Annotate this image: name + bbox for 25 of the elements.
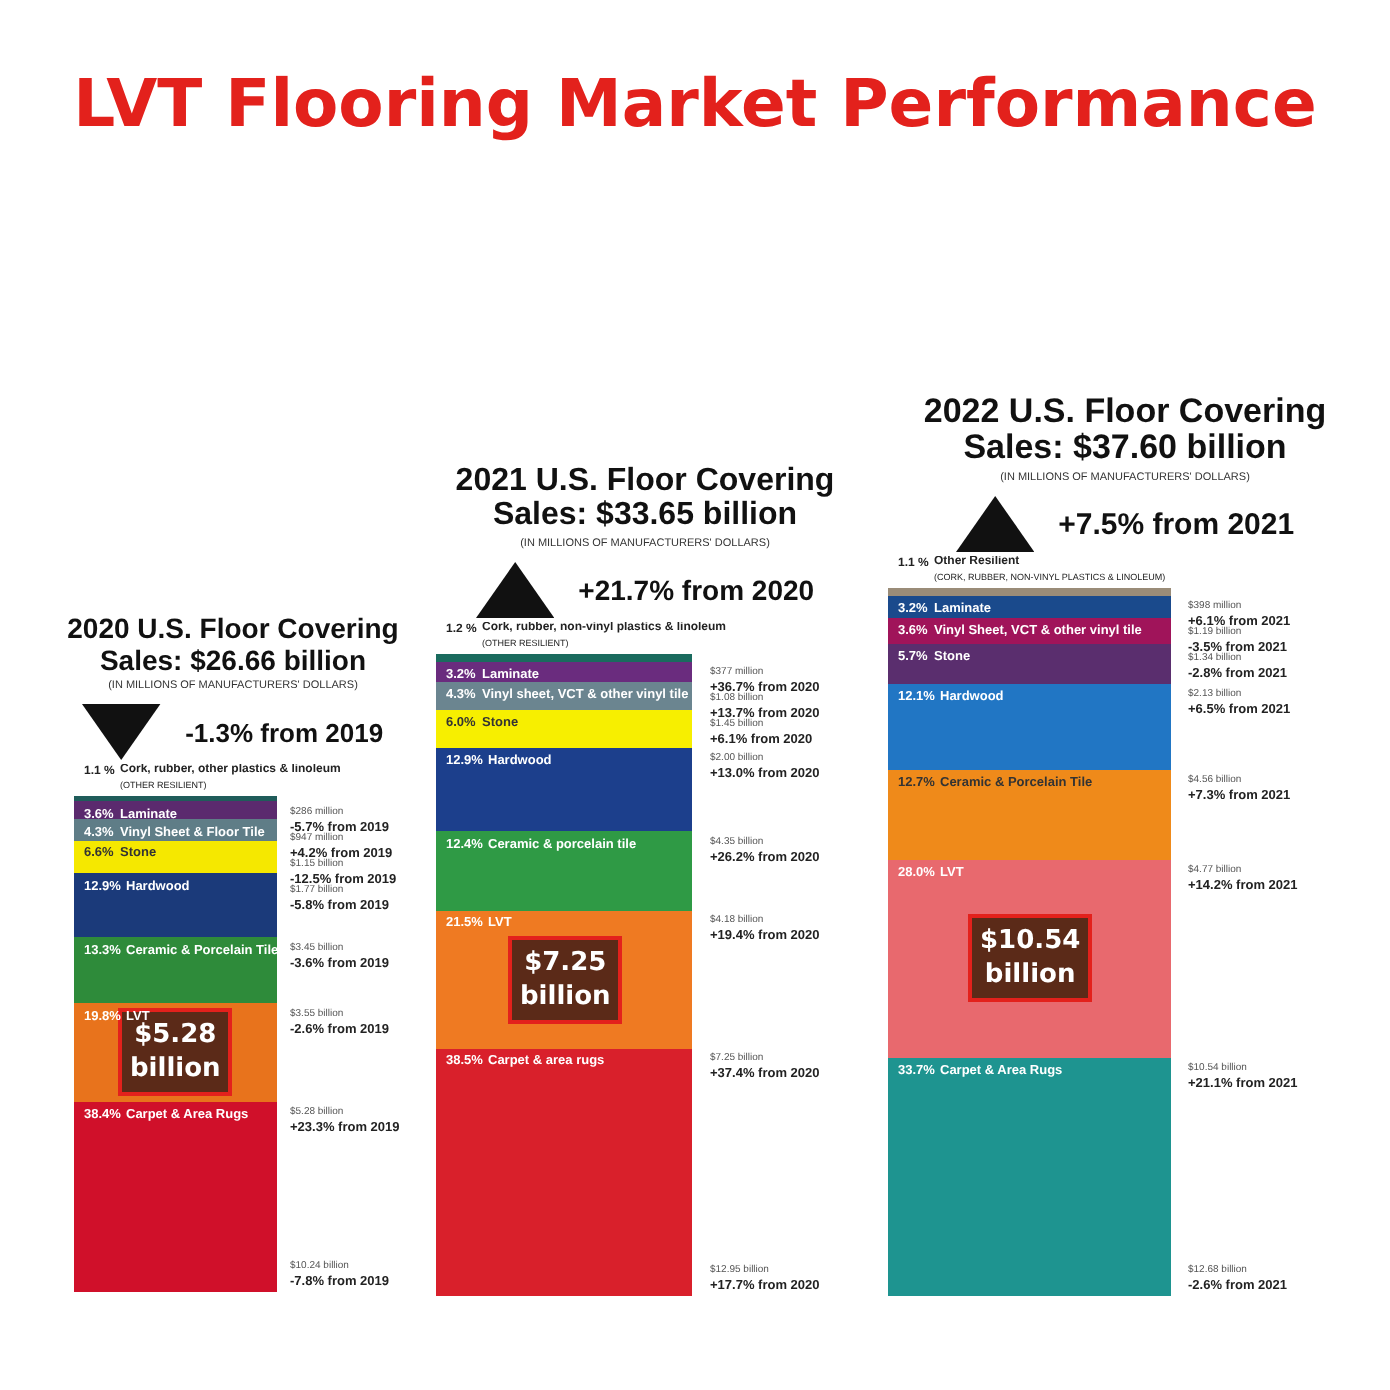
chart-title: 2020 U.S. Floor Covering Sales: $26.66 billion xyxy=(67,612,399,676)
bar xyxy=(888,684,1171,770)
text: +7.5% from 2021 xyxy=(1058,507,1295,541)
annotation: $7.25 billion xyxy=(520,948,611,1012)
bar xyxy=(436,748,693,832)
bar xyxy=(888,1057,1171,1296)
bar xyxy=(436,1048,693,1296)
bar xyxy=(74,1101,277,1292)
text: -1.3% from 2019 xyxy=(185,717,384,747)
bar xyxy=(888,643,1171,685)
bar xyxy=(436,831,693,911)
bar xyxy=(74,796,277,802)
bar xyxy=(888,769,1171,860)
bar xyxy=(74,840,277,874)
text: LVT Flooring Market Performance xyxy=(71,64,1319,142)
bar xyxy=(436,654,693,662)
annotation: $10.54 billion xyxy=(980,926,1081,990)
chart-title: 2021 U.S. Floor Covering Sales: $33.65 billion xyxy=(455,463,835,534)
bar xyxy=(436,709,693,749)
chart-title: 2022 U.S. Floor Covering Sales: $37.60 billion xyxy=(923,391,1327,468)
text: +21.7% from 2020 xyxy=(578,574,815,606)
bar xyxy=(888,588,1171,596)
annotation: $5.28 billion xyxy=(130,1020,221,1084)
bar xyxy=(74,873,277,938)
bar xyxy=(74,937,277,1004)
